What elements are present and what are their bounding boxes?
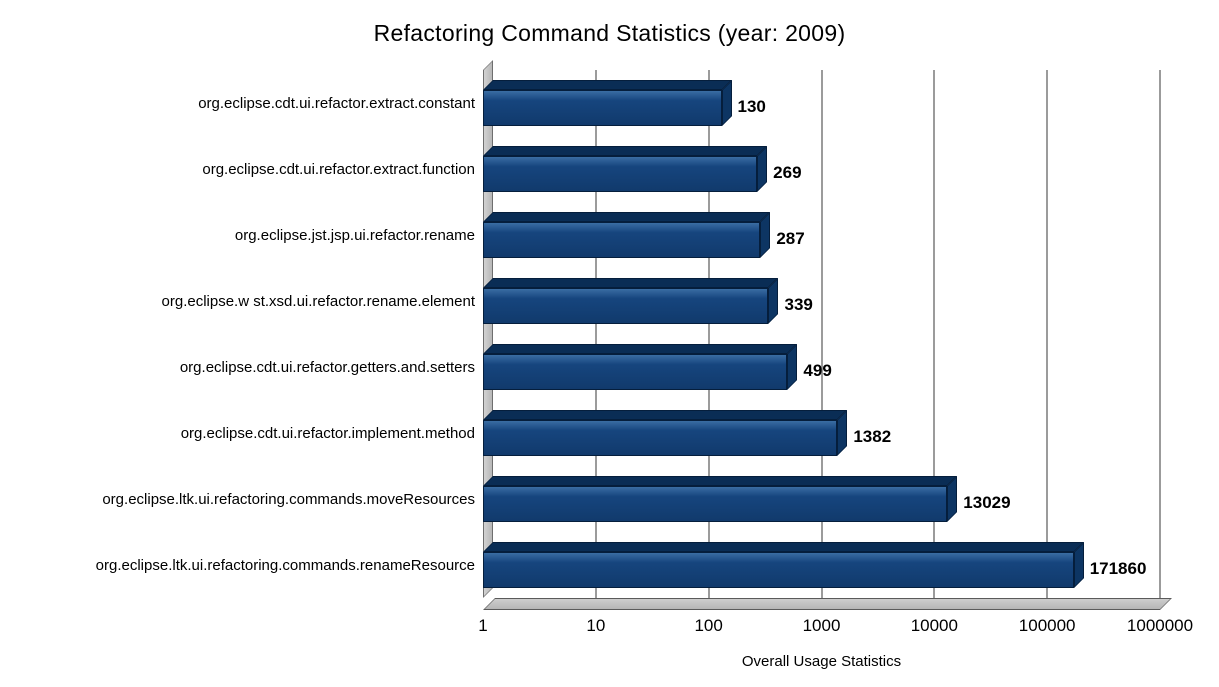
bar-front-face	[483, 354, 788, 390]
gridline	[707, 70, 710, 598]
bar-area: 499	[483, 344, 1160, 390]
grid-overlay	[483, 60, 1172, 610]
x-tick-label: 1000	[802, 616, 841, 635]
chart-row: org.eclipse.cdt.ui.refactor.implement.me…	[0, 400, 1219, 466]
bar-top-face	[483, 476, 958, 486]
chart-row: org.eclipse.jst.jsp.ui.refactor.rename 28…	[0, 202, 1219, 268]
chart-row: org.eclipse.cdt.ui.refactor.extract.func…	[0, 136, 1219, 202]
chart-row: org.eclipse.ltk.ui.refactoring.commands.…	[0, 532, 1219, 598]
category-label: org.eclipse.ltk.ui.refactoring.commands.…	[102, 490, 475, 508]
bar-top-face	[483, 344, 798, 354]
gridline	[1046, 70, 1049, 598]
plot-area: org.eclipse.cdt.ui.refactor.extract.cons…	[0, 60, 1219, 610]
bar	[483, 278, 779, 324]
bar-top-face	[483, 278, 779, 288]
gridline	[933, 70, 936, 598]
bar-side-face	[787, 344, 798, 390]
bar-side-face	[1073, 542, 1084, 588]
chart-row: org.eclipse.cdt.ui.refactor.getters.and.…	[0, 334, 1219, 400]
bar	[483, 410, 848, 456]
bar-area: 269	[483, 146, 1160, 192]
bar-area: 13029	[483, 476, 1160, 522]
bar-front-face	[483, 420, 838, 456]
bar-area: 171860	[483, 542, 1160, 588]
bar-value-label: 130	[737, 97, 766, 116]
bar	[483, 344, 798, 390]
category-label: org.eclipse.cdt.ui.refactor.implement.me…	[180, 424, 475, 442]
bar-side-face	[760, 212, 771, 258]
bar-top-face	[483, 212, 771, 222]
category-label: org.eclipse.cdt.ui.refactor.extract.func…	[202, 160, 475, 178]
bar-top-face	[483, 542, 1084, 552]
bar	[483, 476, 958, 522]
bar	[483, 80, 732, 126]
x-tick-label: 1	[478, 616, 488, 635]
bar-top-face	[483, 410, 848, 420]
bar-value-label: 269	[773, 163, 802, 182]
bar-side-face	[757, 146, 768, 192]
gridline	[1159, 70, 1161, 598]
gridline	[594, 70, 597, 598]
chart-row: org.eclipse.w st.xsd.ui.refactor.rename.…	[0, 268, 1219, 334]
category-label: org.eclipse.ltk.ui.refactoring.commands.…	[95, 556, 475, 574]
x-tick-label: 10	[586, 616, 606, 635]
bar-value-label: 339	[784, 295, 813, 314]
bar-value-label: 287	[776, 229, 805, 248]
bar-value-label: 13029	[963, 493, 1011, 512]
category-label: org.eclipse.jst.jsp.ui.refactor.rename	[234, 226, 475, 244]
bar-value-label: 1382	[853, 427, 892, 446]
bar-top-face	[483, 80, 732, 90]
x-tick-label: 100	[694, 616, 723, 635]
chart-rows: org.eclipse.cdt.ui.refactor.extract.cons…	[0, 70, 1219, 598]
bar-value-label: 171860	[1089, 559, 1147, 578]
x-tick-label: 10000	[910, 616, 958, 635]
bar-side-face	[837, 410, 848, 456]
bar-area: 130	[483, 80, 1160, 126]
bar-front-face	[483, 222, 761, 258]
category-label: org.eclipse.cdt.ui.refactor.extract.cons…	[198, 94, 475, 112]
gridline	[820, 70, 823, 598]
x-axis-ticks: 1 10 100 1000 10000 100000 1000000	[478, 616, 1193, 638]
category-label: org.eclipse.cdt.ui.refactor.getters.and.…	[179, 358, 475, 376]
bar-front-face	[483, 288, 769, 324]
bar-side-face	[947, 476, 958, 522]
chart-row: org.eclipse.cdt.ui.refactor.extract.cons…	[0, 70, 1219, 136]
x-axis-title: Overall Usage Statistics	[741, 653, 902, 670]
category-label: org.eclipse.w st.xsd.ui.refactor.rename.…	[161, 292, 475, 310]
bar-value-label: 499	[803, 361, 832, 380]
bar-area: 339	[483, 278, 1160, 324]
bar	[483, 542, 1084, 588]
bar-top-face	[483, 146, 768, 156]
bar-front-face	[483, 486, 948, 522]
bar	[483, 146, 768, 192]
bar-area: 287	[483, 212, 1160, 258]
x-tick-label: 100000	[1018, 616, 1076, 635]
chart-row: org.eclipse.ltk.ui.refactoring.commands.…	[0, 466, 1219, 532]
floor	[483, 598, 1172, 610]
x-tick-label: 1000000	[1126, 616, 1194, 635]
bar	[483, 212, 771, 258]
bar-side-face	[768, 278, 779, 324]
bar-area: 1382	[483, 410, 1160, 456]
chart-title: Refactoring Command Statistics (year: 20…	[373, 20, 846, 46]
bar-front-face	[483, 90, 722, 126]
bar-front-face	[483, 552, 1074, 588]
bar-front-face	[483, 156, 758, 192]
